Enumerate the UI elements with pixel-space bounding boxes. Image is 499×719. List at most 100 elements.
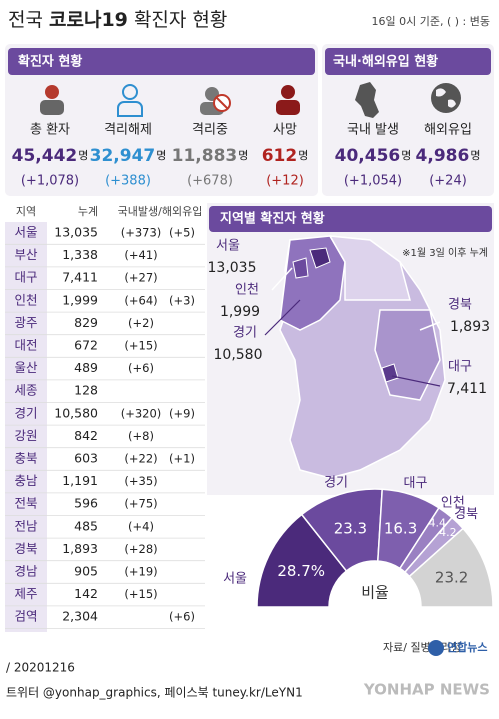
donut-value-label: 16.3 — [384, 520, 417, 538]
donut-category: 인천 — [441, 495, 465, 510]
map-title: 지역별 확진자 현황 — [220, 211, 325, 227]
region-name: 울산 — [14, 360, 38, 375]
table-cell: (+41) — [124, 248, 157, 262]
table-cell: 1,893 — [62, 541, 98, 556]
title-suffix: 확진자 현황 — [134, 9, 227, 31]
donut-center-label: 비율 — [361, 584, 389, 602]
social: 트위터 @yonhap_graphics, 페이스북 tuney.kr/LeYN… — [6, 686, 303, 700]
korea-map — [264, 235, 446, 512]
table-cell: (+22) — [124, 452, 157, 466]
map-note: ※1월 3일 이후 누계 — [402, 247, 488, 259]
logo: 연합뉴스 — [447, 640, 487, 654]
region-name: 충북 — [14, 451, 37, 466]
icon-patient — [40, 85, 64, 115]
stat-value: 11,883명 — [172, 146, 249, 166]
region-name: 대구 — [14, 270, 37, 285]
confirmed-title: 확진자 현황 — [18, 54, 82, 70]
region-column-bg — [5, 222, 47, 632]
table-cell: 7,411 — [62, 270, 98, 285]
table-cell: (+75) — [124, 497, 157, 511]
stat-change: (+12) — [266, 174, 304, 189]
icon-released — [117, 84, 143, 117]
table-cell: (+4) — [128, 519, 154, 533]
stat-label: 국내 발생 — [347, 123, 399, 138]
stat-value: 40,456명 — [335, 146, 412, 166]
title-prefix: 전국 — [8, 9, 43, 31]
table-cell: (+5) — [169, 226, 195, 240]
region-name: 광주 — [14, 315, 37, 330]
stat-number: 45,442 — [12, 146, 78, 166]
map-header — [209, 206, 492, 232]
donut-value-label: 4.4 — [429, 517, 447, 530]
stat-number: 612 — [262, 146, 298, 166]
region-name: 경기 — [14, 405, 37, 420]
watermark: YONHAP NEWS — [363, 681, 490, 699]
table-cell: 672 — [74, 338, 98, 353]
table-cell: 1,191 — [62, 473, 98, 488]
donut-value-label: 28.7% — [277, 562, 325, 580]
table-cell: (+19) — [124, 565, 157, 579]
stat-number: 40,456 — [335, 146, 401, 166]
icon-korea — [355, 82, 379, 118]
table-cell: (+3) — [169, 293, 195, 307]
table-cell: (+15) — [124, 587, 157, 601]
donut-segment — [408, 527, 494, 608]
title-bold: 코로나19 — [49, 9, 128, 31]
table-cell: (+28) — [124, 542, 157, 556]
table-cell: 905 — [74, 564, 98, 579]
table-cell: (+6) — [128, 361, 154, 375]
table-cell: (+15) — [124, 339, 157, 353]
stat-unit: 명 — [78, 149, 88, 162]
logo-mark — [428, 640, 444, 656]
map-region: 인천 — [235, 283, 259, 298]
region-name: 경남 — [14, 564, 38, 579]
table-cell: 1,338 — [62, 247, 98, 262]
map-region: 대구 — [448, 360, 472, 375]
origin-box — [322, 44, 494, 196]
stat-number: 32,947 — [90, 146, 156, 166]
donut-value-label: 23.2 — [435, 568, 468, 586]
map-value: 1,999 — [220, 304, 260, 320]
table-cell: 10,580 — [54, 405, 98, 420]
region-name: 강원 — [14, 428, 37, 443]
header-note: 16일 0시 기준, ( ) : 변동 — [372, 14, 490, 28]
donut-category: 경북 — [454, 507, 478, 522]
table-cell: 829 — [74, 315, 98, 330]
stat-number: 11,883 — [172, 146, 238, 166]
origin-header — [325, 48, 491, 75]
stat-label: 사망 — [273, 123, 297, 138]
map-region: 서울 — [216, 239, 240, 254]
table-cell: (+320) — [121, 406, 162, 420]
table-cell: 142 — [74, 586, 98, 601]
region-name: 전남 — [14, 518, 38, 533]
stat-value: 612명 — [262, 146, 309, 166]
table-cell: (+373) — [121, 226, 162, 240]
table-cell: (+64) — [124, 293, 157, 307]
table-header: 국내발생/해외유입 — [118, 204, 203, 218]
table-header: 지역 — [16, 205, 36, 218]
region-name: 충남 — [14, 473, 38, 488]
stat-change: (+1,054) — [344, 174, 402, 189]
stat-unit: 명 — [156, 149, 166, 162]
region-name: 대전 — [14, 338, 37, 353]
region-name: 경북 — [14, 541, 37, 556]
icon-globe — [431, 83, 461, 113]
donut-category: 서울 — [223, 572, 247, 587]
stat-label: 격리해제 — [104, 123, 152, 138]
map-value: 7,411 — [447, 381, 487, 397]
stat-number: 4,986 — [416, 146, 470, 166]
map-value: 10,580 — [214, 347, 263, 363]
region-name: 서울 — [14, 225, 37, 240]
stat-unit: 명 — [238, 149, 248, 162]
origin-title: 국내·해외유입 현황 — [333, 54, 438, 70]
donut-value-label: 4.2 — [439, 526, 457, 539]
donut-category: 경기 — [324, 475, 348, 490]
table-cell: (+1) — [169, 452, 195, 466]
table-cell: (+2) — [128, 316, 154, 330]
stat-unit: 명 — [401, 149, 411, 162]
donut-category: 대구 — [404, 476, 428, 491]
donut-value-label: 23.3 — [334, 519, 367, 537]
date: / 20201216 — [6, 661, 75, 675]
table-cell: 13,035 — [54, 225, 98, 240]
